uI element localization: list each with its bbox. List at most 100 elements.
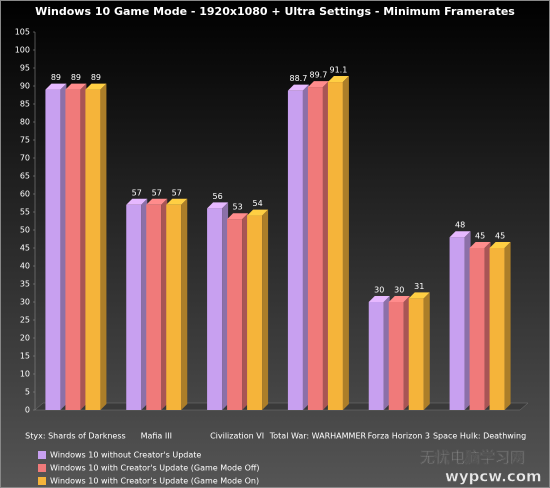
bar-side (322, 81, 329, 410)
bar-side (504, 242, 511, 410)
bar-front (368, 302, 384, 410)
legend-label: Windows 10 with Creator's Update (Game M… (50, 477, 259, 486)
bar-side (181, 198, 188, 410)
bar-front (408, 298, 424, 410)
bar (207, 202, 229, 410)
y-tick-label: 100 (15, 46, 30, 55)
value-label: 53 (232, 203, 242, 212)
value-label: 31 (414, 282, 424, 291)
bar-top (126, 198, 148, 205)
bar (65, 83, 87, 410)
bar-front (207, 208, 223, 410)
bar-front (166, 204, 182, 410)
bar-top (65, 83, 87, 90)
value-label: 54 (252, 199, 262, 208)
watermark: 无忧电脑学习网 (419, 449, 525, 467)
legend-swatch (38, 451, 46, 459)
bar-top (489, 242, 511, 248)
bar (146, 198, 168, 410)
y-tick-label: 85 (20, 100, 30, 109)
bar-top (45, 83, 67, 90)
bar-side (302, 84, 309, 411)
bar (408, 292, 430, 410)
y-tick-label: 95 (20, 64, 30, 73)
bar-side (222, 202, 229, 410)
value-label: 89 (91, 73, 101, 82)
y-tick-label: 105 (15, 28, 30, 37)
y-tick-label: 5 (25, 388, 30, 397)
y-tick-label: 10 (20, 370, 30, 379)
bar-side (383, 296, 390, 410)
bar (287, 84, 309, 411)
bar-side (403, 296, 410, 410)
bar-side (262, 209, 269, 410)
bar-top (408, 292, 430, 299)
y-tick-label: 20 (20, 334, 30, 343)
bar-side (464, 231, 471, 410)
bar-top (207, 202, 229, 209)
bar (85, 83, 107, 410)
bar-front (227, 219, 243, 410)
bar-side (60, 83, 67, 410)
bar-top (327, 76, 349, 83)
bar-side (100, 83, 107, 410)
y-tick-label: 65 (20, 172, 30, 181)
bar (45, 83, 67, 410)
bar-front (469, 248, 485, 410)
x-tick-label: Mafia III (141, 432, 172, 441)
bar-front (307, 87, 323, 410)
value-label: 45 (475, 232, 485, 241)
bar-front (489, 248, 505, 410)
bar (166, 198, 188, 410)
bar (327, 76, 349, 410)
value-label: 88.7 (290, 74, 308, 83)
bar-front (388, 302, 404, 410)
value-label: 91.1 (330, 66, 348, 75)
value-label: 48 (455, 221, 465, 230)
bar-top (368, 296, 390, 302)
bar-front (85, 89, 101, 410)
bar-top (85, 83, 107, 90)
x-tick-label: Civilization VI (210, 432, 264, 441)
bar-front (247, 215, 263, 410)
bar-top (227, 213, 249, 220)
bar (469, 242, 491, 410)
bar-side (423, 292, 430, 410)
bar-side (80, 83, 87, 410)
bar-top (287, 84, 309, 91)
value-label: 56 (212, 192, 222, 201)
y-tick-label: 40 (20, 262, 30, 271)
y-tick-label: 35 (20, 280, 30, 289)
value-label: 30 (394, 286, 404, 295)
bar (307, 81, 329, 410)
bar-top (307, 81, 329, 88)
bar-front (65, 89, 81, 410)
bar-side (161, 198, 168, 410)
bar-side (141, 198, 148, 410)
bar-top (449, 231, 471, 238)
value-label: 45 (495, 232, 505, 241)
watermark: wypcw.com (445, 468, 542, 486)
y-tick-label: 60 (20, 190, 30, 199)
y-tick-label: 90 (20, 82, 30, 91)
bar-front (45, 89, 61, 410)
value-label: 89 (51, 73, 61, 82)
bar-front (449, 237, 465, 410)
bar (126, 198, 148, 410)
x-tick-label: Styx: Shards of Darkness (25, 432, 125, 441)
bar (227, 213, 249, 410)
bar (449, 231, 471, 410)
value-label: 57 (172, 188, 182, 197)
y-tick-label: 50 (20, 226, 30, 235)
bar-side (342, 76, 349, 410)
bar-top (166, 198, 188, 205)
y-tick-label: 15 (20, 352, 30, 361)
y-tick-label: 0 (25, 406, 30, 415)
y-tick-label: 45 (20, 244, 30, 253)
bar-top (247, 209, 269, 216)
bar-top (469, 242, 491, 248)
x-tick-label: Forza Horizon 3 (368, 432, 430, 441)
bar-front (327, 82, 343, 410)
x-tick-label: Space Hulk: Deathwing (433, 432, 526, 441)
